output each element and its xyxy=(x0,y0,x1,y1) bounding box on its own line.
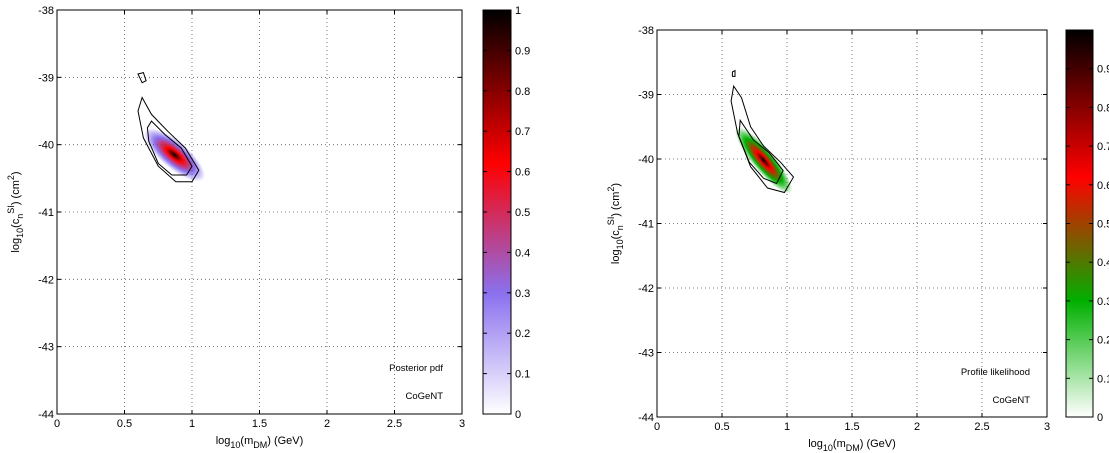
contour-inner xyxy=(738,118,784,185)
contour-island xyxy=(137,71,147,84)
colorbar-tick-label: 0.2 xyxy=(515,328,530,340)
colorbar-tick-label: 0.3 xyxy=(515,288,530,300)
y-tick-label: -44 xyxy=(638,412,654,424)
y-tick-label: -40 xyxy=(38,140,54,152)
chart-panel-2: 0 0.5 1 1.5 2 2.5 3 -44 -43 -42 -41 -40 -39 -38 log10(… xyxy=(606,25,1109,453)
x-tick-label: 1 xyxy=(784,421,790,433)
colorbar-tick-label: 0.9 xyxy=(515,45,530,57)
colorbar-tick-label: 0.3 xyxy=(1097,296,1109,308)
density-peak xyxy=(138,123,211,187)
x-tick-label: 2 xyxy=(324,418,330,430)
x-tick-label: 3 xyxy=(459,418,465,430)
colorbar-tick-label: 0.1 xyxy=(515,369,530,381)
y-tick-label: -42 xyxy=(638,283,654,295)
annotation-method: Profile likelihood xyxy=(961,367,1030,378)
chart-panel-1: 0 0.5 1 1.5 2 2.5 3 -44 -43 -42 -41 -40 -39 -38 log10(… xyxy=(6,5,530,450)
y-axis-label: log10(cnSI) (cm2) xyxy=(6,171,25,252)
x-tick-label: 0.5 xyxy=(117,418,132,430)
x-tick-label: 0 xyxy=(54,418,60,430)
contour-outer xyxy=(730,84,795,194)
contour-island xyxy=(731,69,736,77)
contour-outer xyxy=(137,96,200,183)
colorbar xyxy=(1065,29,1094,418)
colorbar-tick-label: 0.7 xyxy=(515,126,530,138)
colorbar-tick-label: 0.4 xyxy=(515,247,530,259)
x-tick-label: 0.5 xyxy=(714,421,729,433)
x-tick-label: 0 xyxy=(654,421,660,433)
y-tick-label: -43 xyxy=(38,342,54,354)
colorbar-tick-label: 0.9 xyxy=(1097,64,1109,76)
annotation-method: Posterior pdf xyxy=(389,363,443,374)
colorbar-tick-label: 0.1 xyxy=(1097,373,1109,385)
x-axis-label: log10(mDM) (GeV) xyxy=(808,438,896,453)
y-tick-label: -38 xyxy=(638,25,654,37)
y-tick-label: -42 xyxy=(38,274,54,286)
y-tick-label: -41 xyxy=(638,219,654,231)
colorbar-tick-label: 0.2 xyxy=(1097,335,1109,347)
y-tick-label: -38 xyxy=(38,5,54,17)
y-tick-label: -41 xyxy=(38,207,54,219)
annotation-experiment: CoGeNT xyxy=(993,395,1031,406)
x-tick-label: 1.5 xyxy=(252,418,267,430)
x-tick-label: 2.5 xyxy=(974,421,989,433)
x-axis-label: log10(mDM) (GeV) xyxy=(216,435,304,450)
contour-inner xyxy=(146,120,193,176)
colorbar-tick-label: 0 xyxy=(1097,412,1103,424)
x-tick-label: 1.5 xyxy=(844,421,859,433)
colorbar xyxy=(482,9,512,415)
colorbar-tick-label: 0.6 xyxy=(1097,180,1109,192)
y-tick-label: -39 xyxy=(38,72,54,84)
y-axis-label: log10(cnSI) (cm2) xyxy=(606,183,625,264)
y-tick-label: -40 xyxy=(638,154,654,166)
colorbar-tick-label: 0.8 xyxy=(1097,102,1109,114)
colorbar-tick-label: 0.7 xyxy=(1097,141,1109,153)
annotation-experiment: CoGeNT xyxy=(406,391,444,402)
colorbar-tick-label: 0.4 xyxy=(1097,257,1109,269)
colorbar-tick-label: 0 xyxy=(515,409,521,421)
colorbar-tick-label: 0.5 xyxy=(1097,219,1109,231)
y-tick-label: -44 xyxy=(38,409,54,421)
x-tick-label: 1 xyxy=(189,418,195,430)
x-tick-label: 2 xyxy=(914,421,920,433)
colorbar-tick-label: 1 xyxy=(515,5,521,17)
colorbar-tick-label: 0.5 xyxy=(515,207,530,219)
y-tick-label: -39 xyxy=(638,90,654,102)
colorbar-tick-label: 0.8 xyxy=(515,86,530,98)
density-peak xyxy=(729,121,798,200)
x-tick-label: 3 xyxy=(1044,421,1050,433)
x-tick-label: 2.5 xyxy=(387,418,402,430)
y-tick-label: -43 xyxy=(638,348,654,360)
colorbar-tick-label: 0.6 xyxy=(515,167,530,179)
